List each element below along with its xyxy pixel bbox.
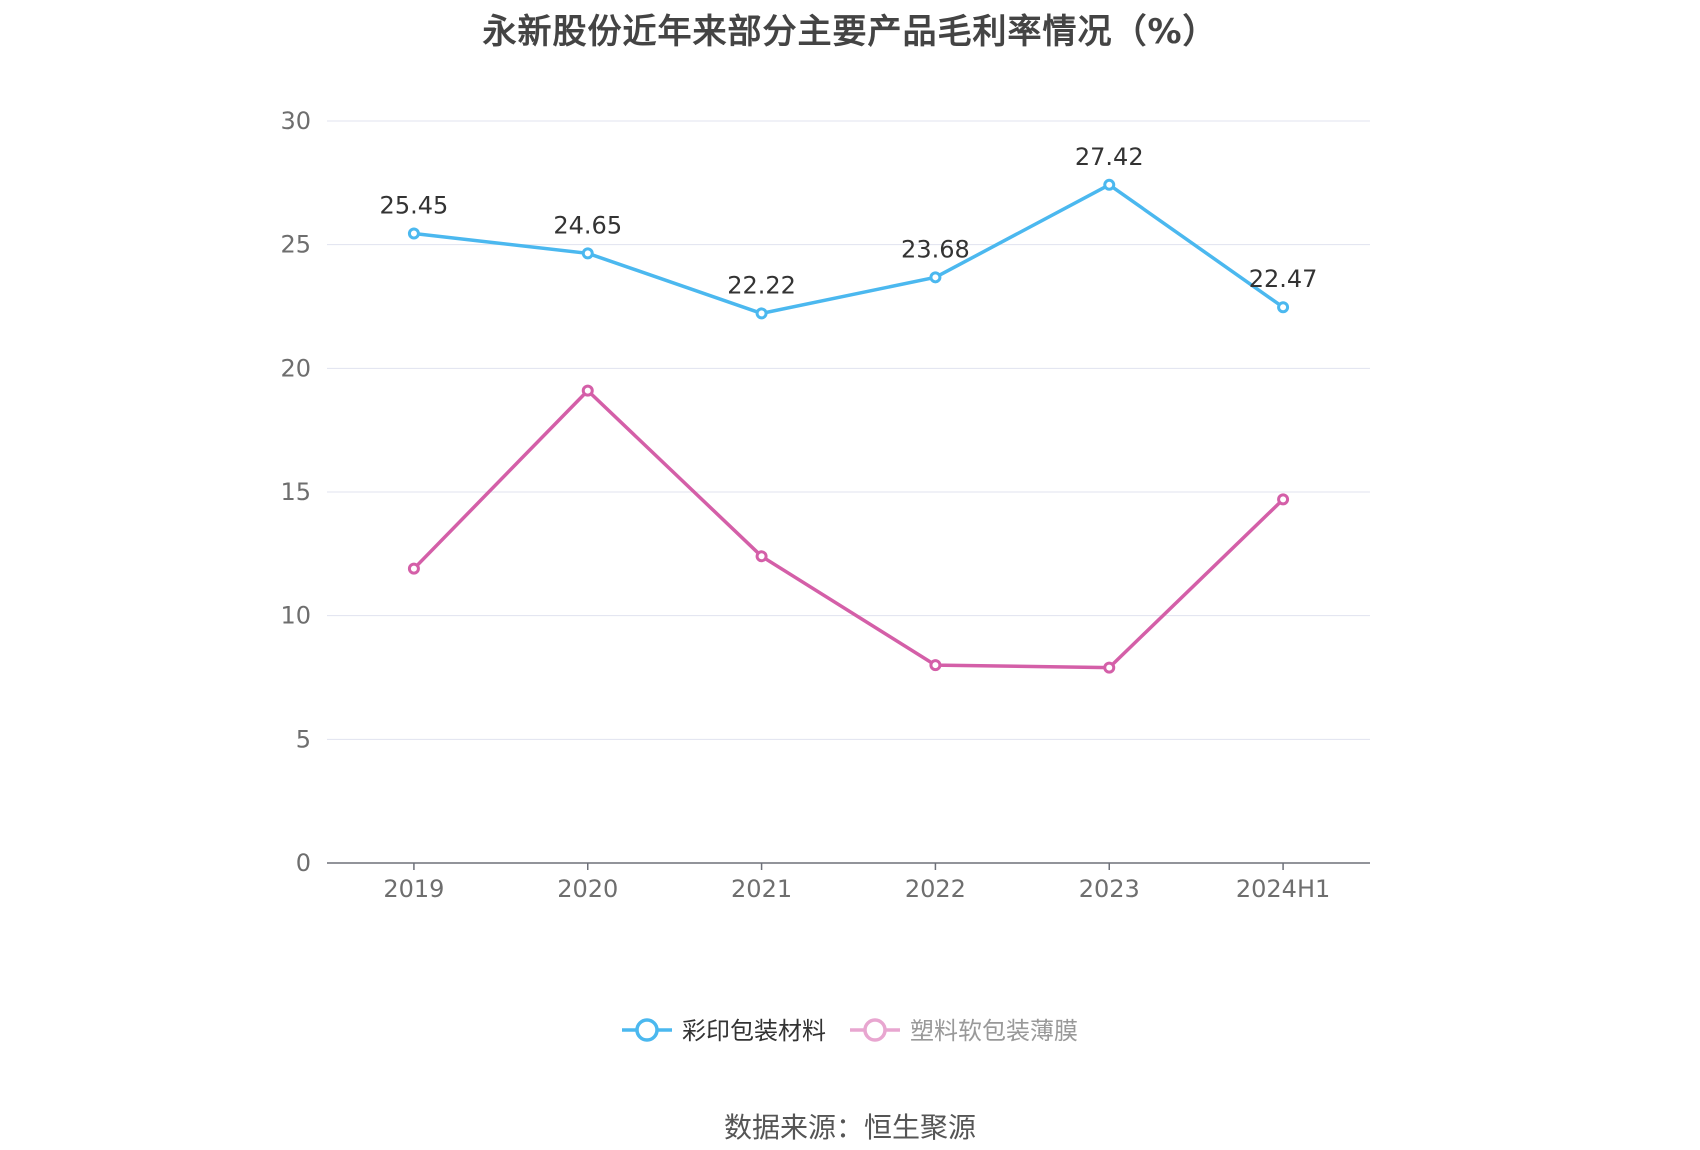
y-tick-label: 0 [296, 849, 311, 877]
legend-label: 彩印包装材料 [682, 1017, 826, 1045]
data-point[interactable] [581, 384, 594, 397]
data-label: 24.65 [553, 211, 622, 239]
legend-item-1[interactable]: 塑料软包装薄膜 [850, 1017, 1078, 1045]
data-point[interactable] [755, 550, 768, 563]
legend-circle-icon [635, 1018, 659, 1042]
series-line-0 [413, 183, 1285, 316]
x-tick-label: 2020 [557, 875, 618, 903]
x-tick-label: 2023 [1079, 875, 1140, 903]
data-point[interactable] [1103, 661, 1116, 674]
data-point[interactable] [929, 271, 942, 284]
y-tick-label: 30 [280, 107, 311, 135]
legend-circle-icon [863, 1018, 887, 1042]
data-point[interactable] [581, 247, 594, 260]
legend[interactable]: 彩印包装材料 塑料软包装薄膜 [622, 1017, 1078, 1045]
y-tick-label: 15 [280, 478, 311, 506]
data-labels: 25.45 24.65 22.22 23.68 27.42 22.47 [380, 143, 1318, 300]
legend-label: 塑料软包装薄膜 [910, 1017, 1078, 1045]
data-label: 27.42 [1075, 143, 1144, 171]
chart-title: 永新股份近年来部分主要产品毛利率情况（%） [482, 12, 1218, 52]
data-point[interactable] [755, 307, 768, 320]
series-lines [407, 178, 1290, 674]
x-tick-label: 2021 [731, 875, 792, 903]
data-label: 22.47 [1249, 265, 1318, 293]
x-tick-label: 2024H1 [1236, 875, 1330, 903]
axes: 0 5 10 15 20 25 30 2019 2020 2021 2022 2023 2024H1 [280, 107, 1370, 903]
data-label: 22.22 [727, 271, 796, 299]
gridlines [327, 120, 1370, 740]
data-point[interactable] [1277, 301, 1290, 314]
data-point[interactable] [929, 659, 942, 672]
data-point[interactable] [407, 227, 420, 240]
y-tick-label: 20 [280, 354, 311, 382]
data-label: 23.68 [901, 235, 970, 263]
data-point[interactable] [1103, 178, 1116, 191]
x-tick-label: 2019 [383, 875, 444, 903]
data-point[interactable] [407, 562, 420, 575]
series-line-1 [412, 388, 1285, 670]
data-point[interactable] [1277, 493, 1290, 506]
legend-item-0[interactable]: 彩印包装材料 [622, 1017, 826, 1045]
source-note: 数据来源：恒生聚源 [723, 1111, 976, 1144]
x-tick-label: 2022 [905, 875, 966, 903]
y-tick-label: 10 [280, 602, 311, 630]
y-tick-label: 5 [296, 725, 311, 753]
y-tick-label: 25 [280, 231, 311, 259]
data-label: 25.45 [380, 192, 449, 220]
